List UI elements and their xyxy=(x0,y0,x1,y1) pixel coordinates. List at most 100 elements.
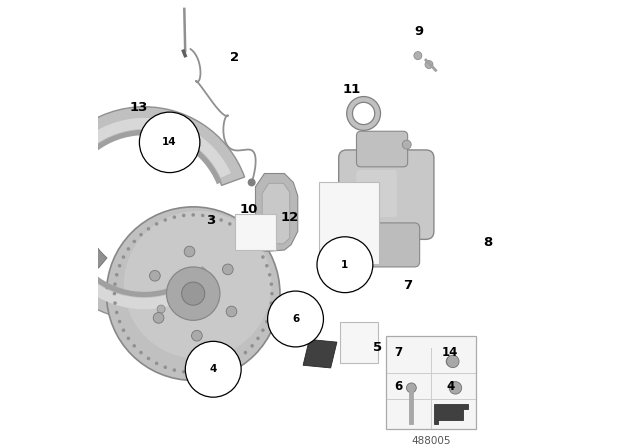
Circle shape xyxy=(261,328,265,332)
Circle shape xyxy=(132,344,136,348)
Circle shape xyxy=(265,320,269,323)
Text: 6: 6 xyxy=(292,314,299,324)
Circle shape xyxy=(191,370,195,374)
Circle shape xyxy=(220,218,223,222)
Circle shape xyxy=(211,368,214,372)
Polygon shape xyxy=(303,340,337,368)
Circle shape xyxy=(211,215,214,219)
FancyBboxPatch shape xyxy=(236,215,275,250)
Circle shape xyxy=(265,264,269,267)
Circle shape xyxy=(113,282,117,286)
Circle shape xyxy=(268,273,271,276)
Circle shape xyxy=(113,302,117,305)
Wedge shape xyxy=(49,118,231,309)
Text: 14: 14 xyxy=(442,346,458,359)
Text: 7: 7 xyxy=(394,346,403,359)
Circle shape xyxy=(223,264,233,275)
Text: 8: 8 xyxy=(484,236,493,249)
Text: 4: 4 xyxy=(209,364,217,374)
Circle shape xyxy=(228,222,232,226)
Circle shape xyxy=(115,311,118,314)
Circle shape xyxy=(122,255,125,259)
Circle shape xyxy=(147,357,150,360)
Polygon shape xyxy=(435,404,468,423)
Circle shape xyxy=(270,292,274,295)
Circle shape xyxy=(182,282,205,305)
FancyBboxPatch shape xyxy=(388,366,439,417)
Circle shape xyxy=(155,222,158,226)
Circle shape xyxy=(150,271,160,281)
Circle shape xyxy=(127,247,130,251)
Circle shape xyxy=(449,382,461,394)
Circle shape xyxy=(236,227,240,231)
FancyBboxPatch shape xyxy=(356,131,408,167)
Polygon shape xyxy=(262,183,290,244)
Circle shape xyxy=(248,178,255,186)
Circle shape xyxy=(124,211,271,358)
Circle shape xyxy=(228,362,232,365)
Circle shape xyxy=(414,52,422,60)
Text: 1: 1 xyxy=(341,260,349,270)
Circle shape xyxy=(256,336,260,340)
Circle shape xyxy=(115,273,118,276)
Circle shape xyxy=(261,255,265,259)
Circle shape xyxy=(118,264,122,267)
Circle shape xyxy=(166,267,220,320)
Circle shape xyxy=(173,368,176,372)
Circle shape xyxy=(140,233,143,237)
Circle shape xyxy=(173,215,176,219)
FancyBboxPatch shape xyxy=(351,223,420,267)
Circle shape xyxy=(446,357,456,366)
Text: 11: 11 xyxy=(343,83,361,96)
Text: 2: 2 xyxy=(230,52,239,65)
Circle shape xyxy=(425,60,433,69)
Circle shape xyxy=(250,240,254,243)
FancyBboxPatch shape xyxy=(340,322,378,363)
Text: 10: 10 xyxy=(239,203,258,216)
Circle shape xyxy=(191,213,195,217)
Circle shape xyxy=(406,383,416,393)
Circle shape xyxy=(122,328,125,332)
Circle shape xyxy=(155,362,158,365)
Text: 13: 13 xyxy=(129,101,148,114)
Circle shape xyxy=(256,247,260,251)
Circle shape xyxy=(153,313,164,323)
Wedge shape xyxy=(38,107,244,320)
Text: 5: 5 xyxy=(373,341,382,354)
Polygon shape xyxy=(255,173,298,251)
Circle shape xyxy=(132,240,136,243)
Circle shape xyxy=(182,214,186,217)
Circle shape xyxy=(163,366,167,369)
Circle shape xyxy=(173,118,182,126)
Circle shape xyxy=(220,366,223,369)
Text: 7: 7 xyxy=(404,279,413,292)
Circle shape xyxy=(118,320,122,323)
Circle shape xyxy=(269,282,273,286)
Circle shape xyxy=(44,210,51,218)
FancyBboxPatch shape xyxy=(319,182,379,264)
Polygon shape xyxy=(76,228,107,268)
Circle shape xyxy=(268,311,271,314)
Circle shape xyxy=(106,207,280,380)
Circle shape xyxy=(226,306,237,317)
FancyBboxPatch shape xyxy=(356,170,397,217)
Text: 9: 9 xyxy=(414,25,423,38)
Circle shape xyxy=(244,351,247,354)
Circle shape xyxy=(140,351,143,354)
Circle shape xyxy=(201,370,204,374)
Wedge shape xyxy=(61,130,222,297)
Circle shape xyxy=(403,140,412,149)
FancyBboxPatch shape xyxy=(386,336,476,429)
FancyBboxPatch shape xyxy=(339,150,434,239)
Circle shape xyxy=(147,227,150,231)
Text: 488005: 488005 xyxy=(411,436,451,446)
Circle shape xyxy=(201,214,204,217)
Circle shape xyxy=(113,292,116,295)
Polygon shape xyxy=(329,210,367,246)
Circle shape xyxy=(127,336,130,340)
Circle shape xyxy=(250,344,254,348)
Circle shape xyxy=(182,370,186,374)
Circle shape xyxy=(244,233,247,237)
Circle shape xyxy=(447,355,459,368)
Text: 6: 6 xyxy=(394,380,403,393)
